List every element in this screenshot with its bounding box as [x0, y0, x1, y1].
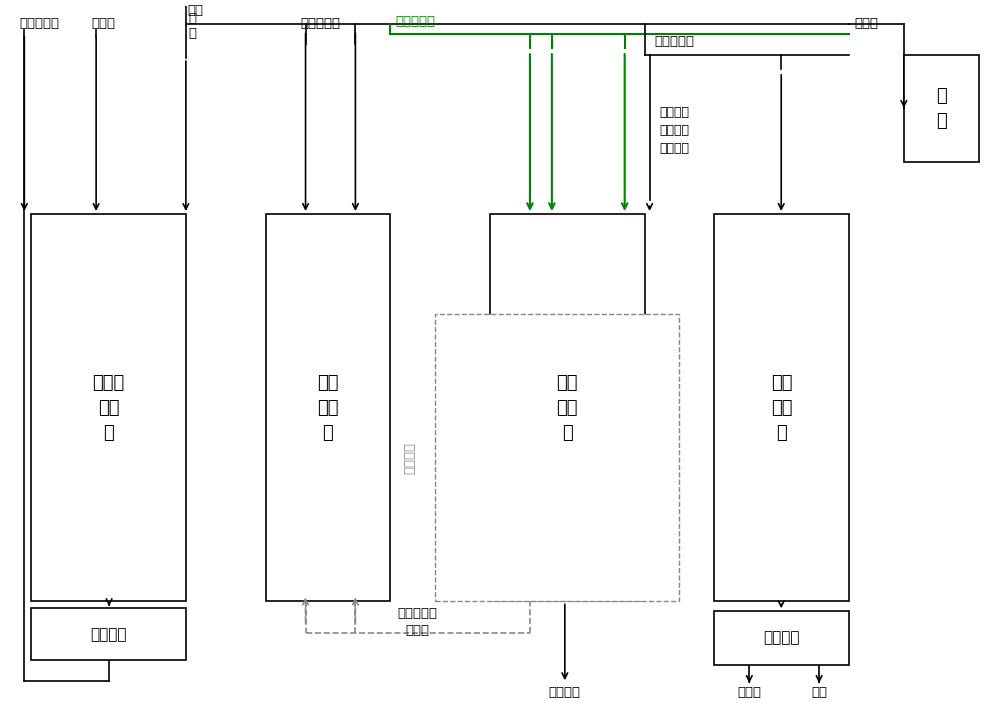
Bar	[904, 55, 979, 162]
Text: 预处理
反应
器: 预处理 反应 器	[92, 374, 125, 441]
Text: 木醒液: 木醒液	[737, 686, 761, 699]
Text: 热解
反应
器: 热解 反应 器	[557, 374, 578, 441]
Text: 余热回用: 余热回用	[404, 442, 417, 474]
Text: 浸渍后原料: 浸渍后原料	[301, 17, 341, 30]
Bar	[490, 214, 645, 602]
Bar	[435, 314, 679, 602]
Text: 原
料: 原 料	[189, 13, 197, 41]
Text: 原料: 原料	[188, 4, 204, 17]
Bar	[714, 611, 849, 665]
Text: 气
柜: 气 柜	[936, 87, 947, 130]
Bar	[714, 214, 849, 602]
Text: 热解气: 热解气	[854, 17, 878, 30]
Text: 干化后原料: 干化后原料	[395, 15, 435, 28]
Text: 焦油: 焦油	[811, 686, 827, 699]
Text: 静置分离: 静置分离	[763, 631, 800, 645]
Text: 生物质炭: 生物质炭	[549, 686, 581, 699]
Bar	[31, 608, 186, 660]
Bar	[31, 214, 186, 602]
Text: 部分热解
气做加热
燃料回用: 部分热解 气做加热 燃料回用	[660, 106, 690, 155]
Text: 浸渍液: 浸渍液	[91, 17, 115, 30]
Text: 浸渍液回用: 浸渍液回用	[19, 17, 59, 30]
Text: 高温热解气: 高温热解气	[655, 34, 695, 48]
Text: 固液分离: 固液分离	[90, 627, 127, 642]
Bar	[266, 214, 390, 602]
Text: 干化
反应
器: 干化 反应 器	[317, 374, 339, 441]
Text: 含锶生物质
炭回用: 含锶生物质 炭回用	[398, 607, 438, 637]
Text: 旋风
除尘
器: 旋风 除尘 器	[771, 374, 792, 441]
